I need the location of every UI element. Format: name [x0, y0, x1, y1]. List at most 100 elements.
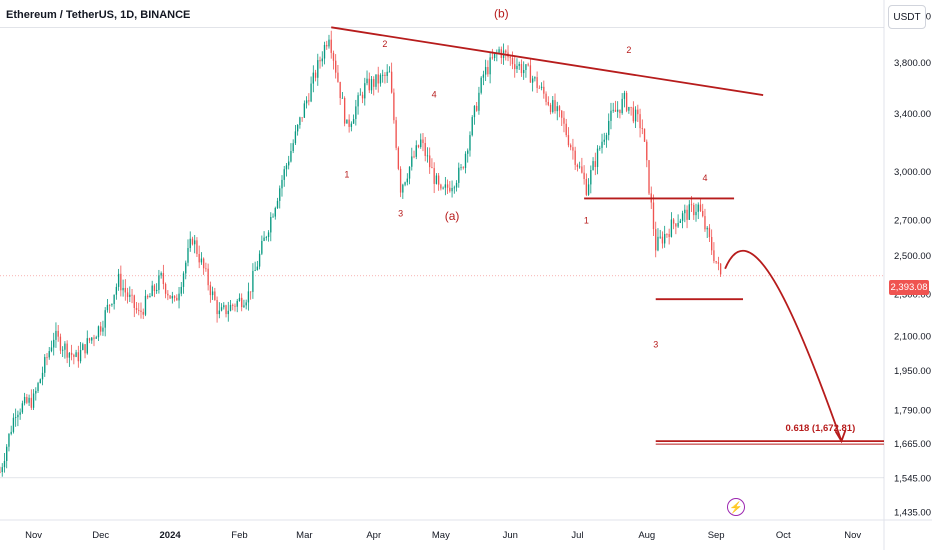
candle-body — [693, 205, 695, 216]
candle-body — [605, 135, 608, 140]
candle-body — [625, 92, 628, 111]
candle-body — [455, 182, 458, 188]
candle-body — [543, 86, 545, 94]
candle-body — [84, 344, 86, 354]
candle-body — [343, 97, 346, 124]
candle-body — [108, 304, 111, 306]
candle-body — [603, 139, 605, 142]
candle-body — [294, 131, 297, 144]
candle-body — [55, 330, 57, 340]
candle-body — [328, 39, 330, 47]
candle-body — [261, 240, 263, 254]
candle-body — [6, 446, 8, 462]
candle-body — [321, 58, 323, 62]
candle-body — [214, 291, 216, 301]
candle-body — [552, 100, 554, 112]
candle-body — [670, 219, 673, 237]
candle-body — [158, 275, 160, 290]
candle-body — [601, 141, 603, 148]
candle-body — [408, 166, 411, 179]
candle-body — [102, 327, 104, 332]
candle-body — [258, 253, 261, 267]
projection-arrowhead — [834, 429, 847, 444]
candle-body — [182, 273, 185, 287]
x-tick-label: Oct — [776, 530, 791, 541]
candle-body — [511, 58, 514, 65]
candle-body — [187, 248, 189, 263]
candle-body — [565, 123, 567, 136]
wave-label: (b) — [494, 6, 509, 20]
wave-label: 1 — [344, 170, 349, 180]
candle-body — [704, 216, 706, 230]
candle-body — [326, 44, 328, 47]
candle-body — [337, 72, 339, 82]
y-tick-label: 3,800.00 — [894, 58, 931, 69]
candle-body — [93, 337, 95, 339]
candle-body — [493, 53, 496, 58]
candle-body — [185, 262, 187, 274]
candle-body — [668, 234, 670, 237]
candle-body — [8, 433, 10, 447]
candle-body — [695, 211, 697, 216]
candle-body — [133, 295, 135, 308]
candle-body — [155, 289, 158, 292]
candle-body — [641, 128, 643, 129]
wave-label: 2 — [382, 39, 387, 49]
candle-body — [66, 343, 68, 358]
candle-body — [160, 273, 162, 276]
candle-body — [536, 77, 538, 88]
candle-body — [632, 107, 635, 122]
candle-body — [308, 100, 310, 102]
candle-body — [397, 147, 400, 169]
candle-body — [236, 300, 238, 307]
candle-body — [706, 227, 708, 230]
candle-body — [17, 414, 19, 418]
candle-body — [335, 60, 337, 73]
candle-body — [467, 150, 469, 154]
candle-body — [196, 240, 198, 255]
candle-body — [574, 150, 576, 165]
candle-body — [531, 78, 534, 83]
candle-body — [254, 270, 256, 271]
candle-body — [211, 291, 214, 296]
candle-body — [395, 120, 397, 148]
candle-body — [719, 263, 722, 275]
wave-label: 4 — [702, 173, 707, 183]
candle-body — [516, 65, 518, 70]
candle-body — [180, 286, 182, 294]
y-tick-label: 2,500.00 — [894, 251, 931, 262]
candle-body — [50, 347, 53, 352]
candle-body — [299, 117, 301, 126]
candle-body — [711, 237, 713, 251]
candle-body — [272, 216, 274, 218]
candle-body — [637, 109, 639, 115]
candle-body — [276, 200, 279, 209]
candle-body — [561, 110, 563, 118]
candle-body — [686, 209, 688, 220]
candle-body — [420, 139, 422, 148]
candle-body — [70, 352, 73, 355]
candle-body — [61, 349, 64, 351]
candle-body — [41, 372, 44, 380]
candle-body — [82, 344, 84, 351]
candle-body — [587, 184, 590, 195]
candle-body — [478, 92, 480, 111]
candle-body — [657, 236, 659, 251]
candle-body — [366, 78, 368, 84]
candle-body — [484, 66, 487, 75]
candle-body — [482, 74, 485, 78]
candle-body — [135, 307, 138, 310]
candle-body — [545, 93, 547, 102]
lightning-bolt-icon[interactable]: ⚡ — [727, 498, 745, 516]
wave-label: 3 — [398, 209, 403, 219]
candle-body — [666, 234, 668, 235]
currency-unit-button[interactable]: USDT — [888, 5, 926, 29]
candle-body — [44, 357, 46, 373]
candle-body — [234, 305, 236, 307]
x-tick-label: Sep — [708, 530, 725, 541]
candle-body — [581, 166, 583, 173]
candle-body — [413, 156, 415, 158]
candle-body — [153, 285, 156, 292]
candle-body — [120, 273, 122, 291]
